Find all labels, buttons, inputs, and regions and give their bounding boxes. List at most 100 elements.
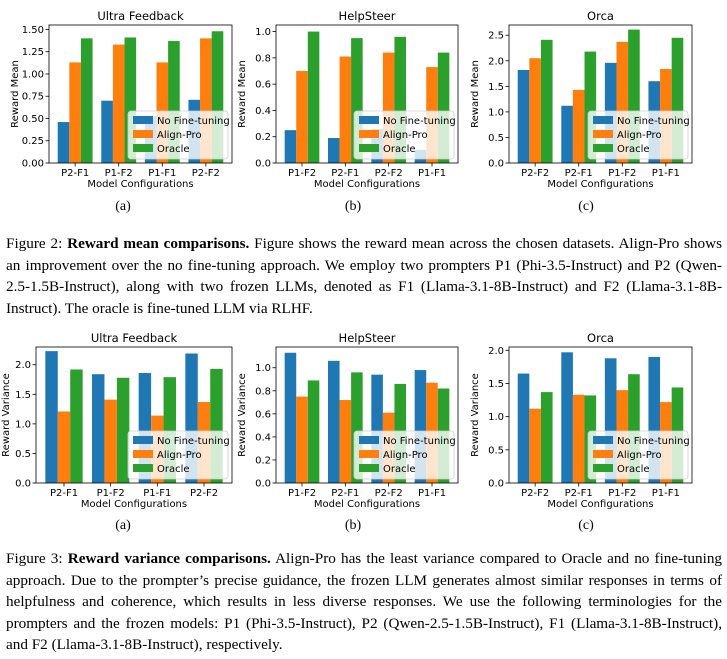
bar <box>351 38 363 163</box>
bar <box>57 411 71 483</box>
legend-swatch <box>593 436 613 444</box>
bar <box>604 358 617 483</box>
figure-3-caption-title: Reward variance comparisons. <box>67 550 271 567</box>
x-axis-label: Model Configurations <box>81 499 187 510</box>
x-tick-label: P2-F1 <box>50 488 78 499</box>
chart-3: 0.0 0.5 1.0 1.5 2.0 2.5 P2-F2 P2-F1 P1-F2 P1-F1 Or… <box>470 9 693 190</box>
legend-label: Align-Pro <box>383 130 428 141</box>
chart-6: 0.0 0.5 1.0 1.5 2.0 P2-F2 P2-F1 P1-F2 P1-F1 Orca M… <box>470 331 693 510</box>
x-tick-label: P2-F2 <box>192 168 220 179</box>
legend: No Fine-tuning Align-Pro Oracle <box>587 110 690 160</box>
legend-swatch <box>133 464 153 472</box>
legend: No Fine-tuning Align-Pro Oracle <box>127 430 230 480</box>
y-tick-label: 0.0 <box>488 159 504 170</box>
x-tick-label: P1-F2 <box>288 168 316 179</box>
legend-swatch <box>359 464 379 472</box>
x-axis-label: Model Configurations <box>547 499 653 510</box>
subcaption-3a: (a) <box>115 518 131 533</box>
y-tick-label: 0.6 <box>255 80 271 91</box>
bar <box>339 400 352 483</box>
x-tick-label: P1-F2 <box>288 488 316 499</box>
y-tick-label: 1.25 <box>22 47 44 58</box>
y-tick-label: 0.5 <box>488 445 504 456</box>
chart-title: Orca <box>587 9 614 23</box>
x-tick-label: P1-F1 <box>148 168 176 179</box>
y-tick-label: 1.50 <box>22 25 44 36</box>
y-tick-label: 0.5 <box>488 133 504 144</box>
legend-label: No Fine-tuning <box>383 116 456 127</box>
legend-swatch <box>133 436 153 444</box>
bar <box>69 62 81 163</box>
legend-label: Oracle <box>617 144 650 155</box>
x-tick-label: P2-F1 <box>61 168 89 179</box>
x-tick-label: P2-F1 <box>565 168 593 179</box>
bar <box>116 377 130 483</box>
y-tick-label: 0.4 <box>255 432 271 443</box>
bar <box>112 44 125 164</box>
y-tick-label: 0.00 <box>22 159 44 170</box>
bar <box>328 138 340 163</box>
x-tick-label: P1-F1 <box>143 488 171 499</box>
bar <box>284 130 297 163</box>
x-tick-label: P2-F2 <box>521 168 549 179</box>
figure-3-caption-text: Align-Pro has the least variance compare… <box>6 550 723 654</box>
legend: No Fine-tuning Align-Pro Oracle <box>587 430 690 480</box>
legend-label: Align-Pro <box>383 450 428 461</box>
figure-2-caption-title: Reward mean comparisons. <box>67 235 250 252</box>
bar <box>57 122 70 163</box>
legend-swatch <box>133 116 153 124</box>
y-tick-label: 0.75 <box>22 92 44 103</box>
y-tick-label: 0.0 <box>15 479 31 490</box>
axes-frame <box>35 346 233 484</box>
chart-title: Ultra Feedback <box>91 331 178 345</box>
y-tick-label: 0.6 <box>255 409 271 420</box>
y-tick-label: 1.0 <box>15 419 31 430</box>
chart-title: HelpSteer <box>339 9 396 23</box>
y-tick-label: 1.5 <box>488 82 504 93</box>
bar <box>351 372 363 483</box>
chart-title: HelpSteer <box>339 331 396 345</box>
legend-swatch <box>593 116 613 124</box>
bar <box>648 356 661 483</box>
bar <box>671 37 684 163</box>
y-tick-label: 0.0 <box>255 479 271 490</box>
legend-swatch <box>593 144 613 152</box>
bar <box>616 41 629 164</box>
x-axis-label: Model Configurations <box>547 179 653 190</box>
bar <box>92 374 105 483</box>
axes-frame <box>275 346 459 484</box>
y-tick-label: 0.5 <box>15 449 31 460</box>
y-tick-label: 0.8 <box>255 386 271 397</box>
bar <box>328 360 340 483</box>
axes-frame <box>508 346 693 484</box>
y-tick-label: 1.5 <box>488 379 504 390</box>
bar <box>307 380 320 483</box>
x-tick-label: P1-F2 <box>608 488 636 499</box>
bar <box>414 370 427 483</box>
y-tick-label: 1.00 <box>22 69 44 80</box>
bar <box>101 100 113 163</box>
legend-label: Oracle <box>383 464 416 475</box>
bar <box>296 396 308 483</box>
bar <box>80 38 93 163</box>
y-tick-label: 0.2 <box>255 132 271 143</box>
bar <box>296 71 308 163</box>
bar <box>540 392 553 483</box>
y-tick-label: 2.0 <box>488 56 504 67</box>
x-tick-label: P2-F2 <box>375 488 403 499</box>
legend-label: Oracle <box>383 144 416 155</box>
legend-label: Align-Pro <box>617 130 662 141</box>
figure-2-caption-text: Figure shows the reward mean across the … <box>6 235 723 317</box>
legend-label: No Fine-tuning <box>617 116 690 127</box>
bar <box>168 41 180 163</box>
y-tick-label: 0.8 <box>255 53 271 64</box>
bar <box>307 31 320 163</box>
bar <box>517 69 530 163</box>
bar <box>561 352 573 483</box>
figure-2-label: Figure 2: <box>6 235 63 252</box>
x-tick-label: P1-F1 <box>652 488 680 499</box>
y-tick-label: 2.5 <box>488 31 504 42</box>
y-axis-label: Reward Mean <box>10 60 21 128</box>
legend-swatch <box>593 450 613 458</box>
